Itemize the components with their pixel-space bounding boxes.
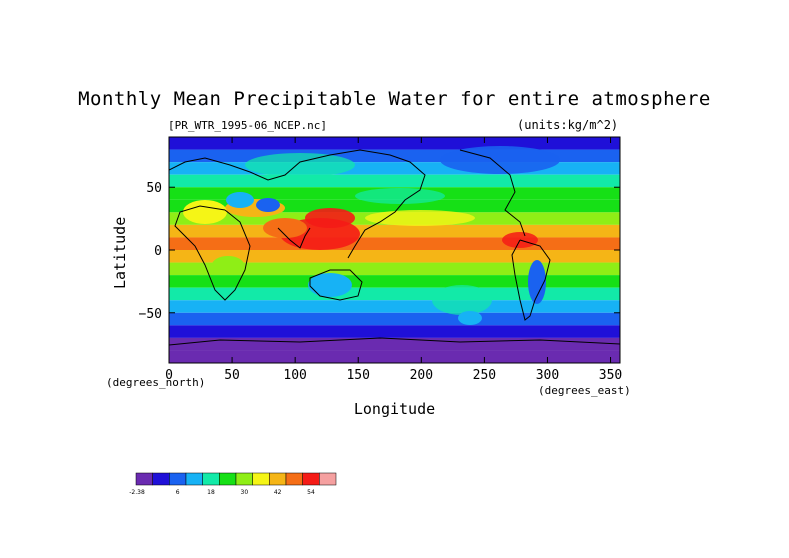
colorbar-swatch xyxy=(135,472,153,486)
latitude-band xyxy=(169,300,620,313)
latitude-band xyxy=(169,312,620,326)
colorbar-swatch xyxy=(202,472,220,486)
colorbar-swatch xyxy=(219,472,237,486)
x-tick-label: 250 xyxy=(473,368,496,383)
colorbar-swatch xyxy=(319,472,337,486)
y-axis-unit-label: (degrees_north) xyxy=(106,376,206,389)
y-axis: 50 0 −50 xyxy=(139,181,620,322)
colorbar-swatch xyxy=(269,472,287,486)
x-tick-label: 200 xyxy=(410,368,433,383)
latitude-band xyxy=(169,237,620,250)
colorbar-label: 30 xyxy=(241,489,249,496)
chart-title: Monthly Mean Precipitable Water for enti… xyxy=(78,88,711,110)
latitude-band xyxy=(169,224,620,238)
latitude-bands xyxy=(169,137,620,363)
colorbar-label: 54 xyxy=(307,489,315,496)
colorbar: -2.38 6 18 30 42 54 xyxy=(129,472,337,496)
x-tick-label: 350 xyxy=(599,368,622,383)
y-tick-label: 0 xyxy=(154,244,162,259)
x-axis-unit-label: (degrees_east) xyxy=(538,384,631,397)
latitude-band xyxy=(169,275,620,288)
colorbar-swatch xyxy=(252,472,270,486)
x-axis: 0 50 100 150 200 250 300 350 xyxy=(165,137,622,383)
units-label: (units:kg/m^2) xyxy=(517,118,619,132)
latitude-band xyxy=(169,174,620,188)
latitude-band xyxy=(169,137,620,150)
latitude-band xyxy=(169,350,620,363)
latitude-band xyxy=(169,325,620,338)
y-tick-label: −50 xyxy=(139,307,162,322)
heatmap-field xyxy=(169,137,620,363)
x-tick-label: 50 xyxy=(224,368,240,383)
colorbar-swatch xyxy=(235,472,253,486)
x-tick-label: 0 xyxy=(165,368,173,383)
colorbar-label: 6 xyxy=(176,489,180,496)
latitude-band xyxy=(169,337,620,351)
x-tick-label: 300 xyxy=(536,368,559,383)
colorbar-label: -2.38 xyxy=(129,489,145,496)
dataset-filename: [PR_WTR_1995-06_NCEP.nc] xyxy=(168,119,327,132)
colorbar-swatch xyxy=(285,472,303,486)
latitude-band xyxy=(169,262,620,276)
latitude-band xyxy=(169,287,620,301)
latitude-band xyxy=(169,250,620,263)
y-tick-label: 50 xyxy=(146,181,162,196)
x-tick-label: 150 xyxy=(346,368,369,383)
x-tick-label: 100 xyxy=(283,368,306,383)
regional-features xyxy=(183,146,560,325)
colorbar-label: 18 xyxy=(207,489,215,496)
colorbar-swatch xyxy=(152,472,170,486)
x-axis-title: Longitude xyxy=(353,400,436,418)
colorbar-label: 42 xyxy=(274,489,282,496)
coastlines xyxy=(169,149,620,346)
colorbar-swatch xyxy=(302,472,320,486)
colorbar-swatch xyxy=(169,472,187,486)
colorbar-swatch xyxy=(185,472,203,486)
